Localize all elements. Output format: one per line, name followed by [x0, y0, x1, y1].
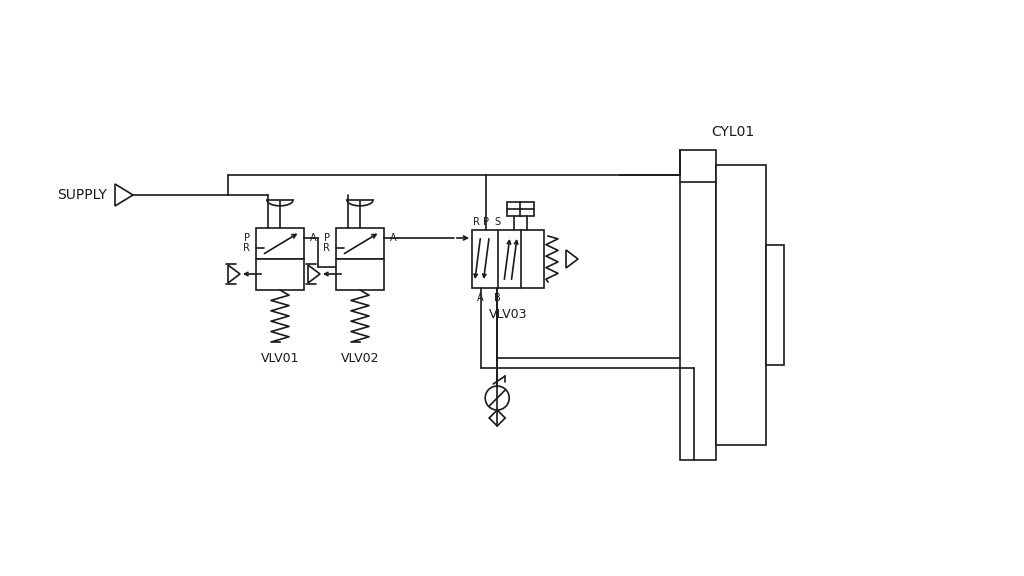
Bar: [256, 228, 304, 259]
Text: B: B: [494, 293, 501, 303]
Text: R: R: [473, 217, 480, 227]
Text: P: P: [324, 233, 330, 243]
Bar: [336, 259, 384, 290]
Text: P: P: [483, 217, 489, 227]
Text: SUPPLY: SUPPLY: [57, 188, 106, 202]
Text: S: S: [495, 217, 501, 227]
Text: P: P: [244, 233, 250, 243]
Text: CYL01: CYL01: [712, 125, 755, 139]
Text: R: R: [324, 243, 330, 253]
Bar: [472, 230, 544, 288]
Text: A: A: [390, 233, 396, 243]
Bar: [336, 228, 384, 259]
Bar: [766, 245, 784, 365]
Text: VLV02: VLV02: [341, 351, 379, 365]
Text: R: R: [243, 243, 250, 253]
Bar: [716, 165, 766, 445]
Text: A: A: [477, 293, 484, 303]
Bar: [520, 202, 534, 216]
Text: VLV01: VLV01: [261, 351, 299, 365]
Text: VLV03: VLV03: [488, 308, 527, 320]
Bar: [256, 259, 304, 290]
Bar: [507, 202, 521, 216]
Bar: [680, 150, 716, 460]
Text: A: A: [310, 233, 316, 243]
